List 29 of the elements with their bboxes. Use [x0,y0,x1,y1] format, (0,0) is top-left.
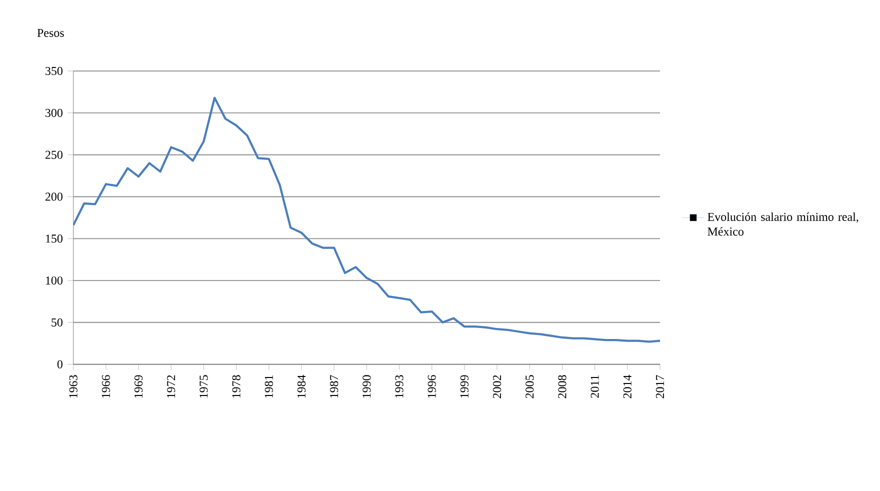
x-tick-label: 2002 [492,375,502,398]
x-tick-label: 1984 [297,374,306,398]
x-tick-label: 2011 [590,375,599,398]
y-tick-label: 200 [45,192,62,201]
x-tick-label: 1969 [134,375,143,398]
y-tick-label: 300 [46,108,62,117]
x-tick-label: 1987 [330,375,338,398]
x-tick-label: 1975 [200,375,208,398]
x-tick-label: 1963 [69,375,78,398]
x-tick-label: 1996 [428,375,436,398]
x-tick-label: 1966 [102,375,110,398]
x-tick-label: 1990 [362,375,371,398]
x-tick-label: 1993 [395,375,404,398]
x-tick-label: 1972 [167,375,176,398]
y-tick-label: 50 [52,318,62,326]
y-tick-label: 150 [46,234,62,243]
y-tick-label: 350 [46,66,62,76]
x-tick-label: 1999 [460,375,468,398]
legend-label: Evolución salario mínimo real, México [708,212,858,236]
x-tick-label: 1978 [232,375,240,398]
y-tick-label: 100 [46,276,62,285]
x-tick-label: 1981 [264,375,273,398]
y-tick-label: 0 [57,360,62,368]
x-tick-label: 2008 [558,375,566,398]
x-tick-label: 2017 [656,375,664,398]
y-axis-title: Pesos [37,28,64,37]
x-tick-label: 2005 [526,375,534,398]
x-tick-label: 2014 [623,374,632,398]
y-tick-label: 250 [45,150,62,159]
